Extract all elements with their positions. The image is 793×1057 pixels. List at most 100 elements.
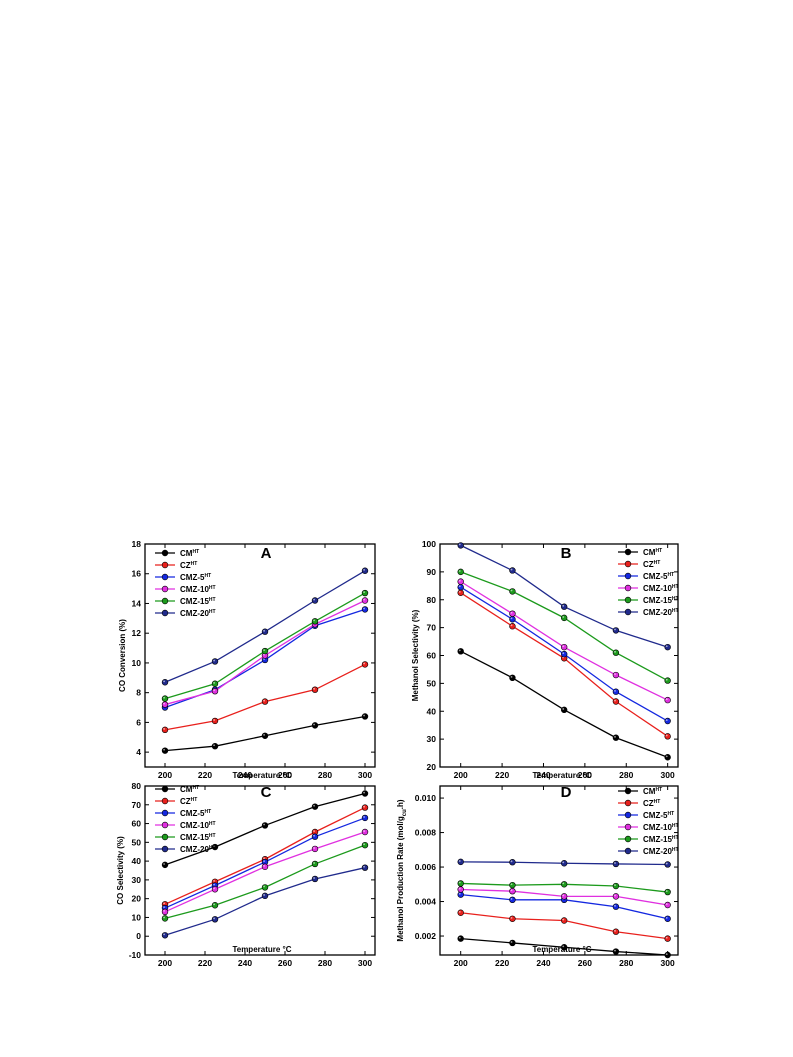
legend-marker — [161, 833, 169, 841]
data-point — [161, 908, 169, 916]
y-axis-label: Methanol Selectivity (%) — [411, 609, 420, 701]
x-tick-label: 260 — [578, 770, 592, 780]
data-point-highlight — [363, 607, 365, 610]
data-point — [457, 568, 464, 576]
data-point-highlight — [614, 862, 616, 864]
data-point-highlight — [313, 598, 315, 601]
data-point-highlight — [213, 681, 216, 684]
data-point-highlight — [313, 830, 315, 833]
data-point — [361, 814, 369, 822]
data-point — [211, 886, 219, 893]
data-point — [509, 610, 516, 617]
data-point-highlight — [510, 941, 513, 943]
data-point — [361, 790, 369, 797]
data-point-highlight — [614, 689, 616, 692]
data-point — [361, 864, 369, 871]
data-point — [311, 875, 319, 883]
data-point-highlight — [614, 904, 616, 907]
legend-marker — [161, 845, 169, 853]
x-axis-label: Temperature °C — [532, 771, 591, 780]
data-point-highlight — [363, 816, 365, 818]
data-point-highlight — [458, 892, 461, 895]
data-point — [612, 649, 620, 656]
data-point-highlight — [163, 916, 166, 919]
data-point-highlight — [614, 650, 616, 653]
legend-marker — [161, 561, 169, 569]
y-tick-label: 0.002 — [415, 931, 437, 941]
y-tick-label: 0 — [136, 931, 141, 941]
data-point-highlight — [562, 616, 565, 618]
data-point-highlight — [363, 598, 365, 601]
data-point-highlight — [263, 823, 265, 826]
data-point — [560, 917, 568, 924]
y-tick-label: 80 — [132, 781, 142, 791]
data-point — [509, 881, 516, 889]
data-point-highlight — [665, 953, 668, 955]
x-tick-label: 260 — [278, 958, 292, 968]
legend-label: CMZ-15HT — [180, 833, 216, 842]
data-point — [509, 939, 516, 947]
y-tick-label: 30 — [132, 875, 142, 885]
data-point — [311, 803, 319, 810]
panel-label: A — [261, 545, 272, 562]
data-point — [311, 860, 319, 868]
data-point-highlight — [510, 883, 513, 886]
data-point-highlight — [562, 882, 565, 885]
data-point-highlight — [458, 579, 461, 582]
data-point-highlight — [313, 804, 315, 807]
data-point-highlight — [263, 864, 265, 867]
legend-label: CZHT — [180, 561, 197, 570]
data-point — [361, 841, 369, 849]
data-point-highlight — [510, 624, 513, 627]
legend-label: CMZ-5HT — [643, 811, 674, 820]
x-tick-label: 200 — [454, 770, 468, 780]
data-point-highlight — [510, 916, 513, 919]
legend-marker — [161, 549, 169, 557]
data-point — [211, 717, 219, 725]
x-tick-label: 280 — [619, 958, 633, 968]
data-point — [612, 698, 620, 705]
y-tick-label: 60 — [132, 819, 142, 829]
data-point-highlight — [363, 805, 365, 808]
legend-marker — [624, 847, 632, 855]
y-tick-label: 40 — [427, 706, 437, 716]
legend-marker — [624, 584, 632, 592]
legend-label: CMZ-5HT — [180, 573, 211, 582]
data-point — [261, 628, 269, 635]
data-point-highlight — [562, 945, 565, 948]
y-tick-label: 18 — [132, 539, 142, 549]
y-tick-label: 10 — [132, 658, 142, 668]
y-tick-label: 6 — [136, 717, 141, 727]
legend-marker — [161, 821, 169, 829]
data-point — [664, 754, 671, 761]
x-tick-label: 280 — [318, 770, 332, 780]
data-point-highlight — [163, 696, 166, 699]
data-point-highlight — [510, 898, 513, 900]
data-point — [560, 881, 568, 888]
data-point-highlight — [363, 714, 365, 717]
x-tick-label: 240 — [536, 770, 550, 780]
x-tick-label: 280 — [619, 770, 633, 780]
data-point — [457, 584, 464, 591]
legend-marker — [624, 572, 632, 580]
legend-label: CMZ-15HT — [180, 597, 216, 606]
data-point-highlight — [614, 949, 616, 952]
y-tick-label: 50 — [132, 837, 142, 847]
data-point — [457, 589, 464, 596]
data-point-highlight — [562, 918, 565, 921]
data-point — [612, 734, 620, 741]
legend-marker — [161, 573, 169, 581]
data-point-highlight — [313, 847, 315, 849]
plot-frame — [144, 785, 376, 956]
data-point — [612, 688, 620, 695]
data-point — [509, 567, 516, 574]
data-point-highlight — [458, 649, 461, 652]
data-point-highlight — [213, 719, 216, 721]
data-point-highlight — [263, 733, 265, 736]
data-point — [509, 623, 516, 630]
y-tick-label: 12 — [132, 628, 142, 638]
data-point — [211, 742, 219, 750]
data-point — [457, 935, 464, 942]
series-line — [164, 831, 366, 913]
data-point-highlight — [562, 708, 565, 710]
